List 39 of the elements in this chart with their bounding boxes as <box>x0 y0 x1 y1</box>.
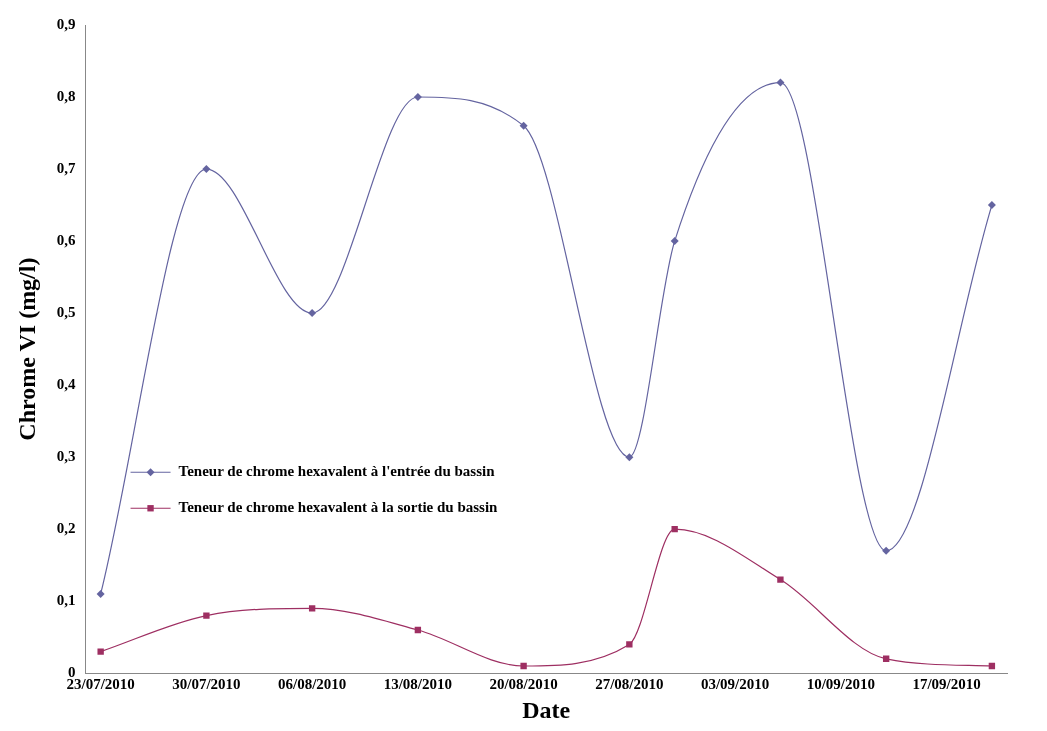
y-axis-title: Chrome VI (mg/l) <box>13 257 40 441</box>
y-tick-label: 0,9 <box>56 15 76 32</box>
y-tick-label: 0,2 <box>56 520 76 537</box>
x-tick-label: 17/09/2010 <box>912 676 981 693</box>
point <box>882 546 891 555</box>
point <box>625 453 634 462</box>
x-tick-label: 20/08/2010 <box>489 676 558 693</box>
x-axis-title: Date <box>522 696 571 723</box>
y-tick-label: 0,1 <box>56 592 76 609</box>
point <box>413 93 422 102</box>
y-tick-label: 0,3 <box>56 448 76 465</box>
legend-label: Teneur de chrome hexavalent à l'entrée du bassin <box>178 463 496 480</box>
point <box>670 237 679 246</box>
x-tick-label: 30/07/2010 <box>172 676 241 693</box>
x-tick-label: 06/08/2010 <box>277 676 347 693</box>
y-tick-label: 0,5 <box>56 303 76 320</box>
point <box>987 201 996 210</box>
y-tick-label: 0,7 <box>56 159 77 176</box>
x-tick-label: 03/09/2010 <box>700 676 770 693</box>
x-tick-label: 13/08/2010 <box>383 676 453 693</box>
point <box>520 662 527 670</box>
point <box>203 612 210 619</box>
point <box>308 309 317 318</box>
legend-label: Teneur de chrome hexavalent à la sortie du bassin <box>178 499 499 516</box>
point <box>202 165 211 174</box>
x-tick-label: 23/07/2010 <box>66 676 135 693</box>
point <box>626 641 633 648</box>
x-tick-label: 27/08/2010 <box>595 676 664 693</box>
x-tick-label: 10/09/2010 <box>806 676 876 693</box>
point <box>776 78 785 87</box>
y-tick-label: 0,8 <box>56 87 76 104</box>
point <box>96 589 105 598</box>
point <box>519 121 528 130</box>
point <box>777 576 784 583</box>
point <box>308 605 316 612</box>
y-tick-label: 0,4 <box>56 375 77 392</box>
y-tick-label: 0,6 <box>56 231 77 248</box>
point <box>671 525 678 533</box>
point <box>97 648 104 655</box>
